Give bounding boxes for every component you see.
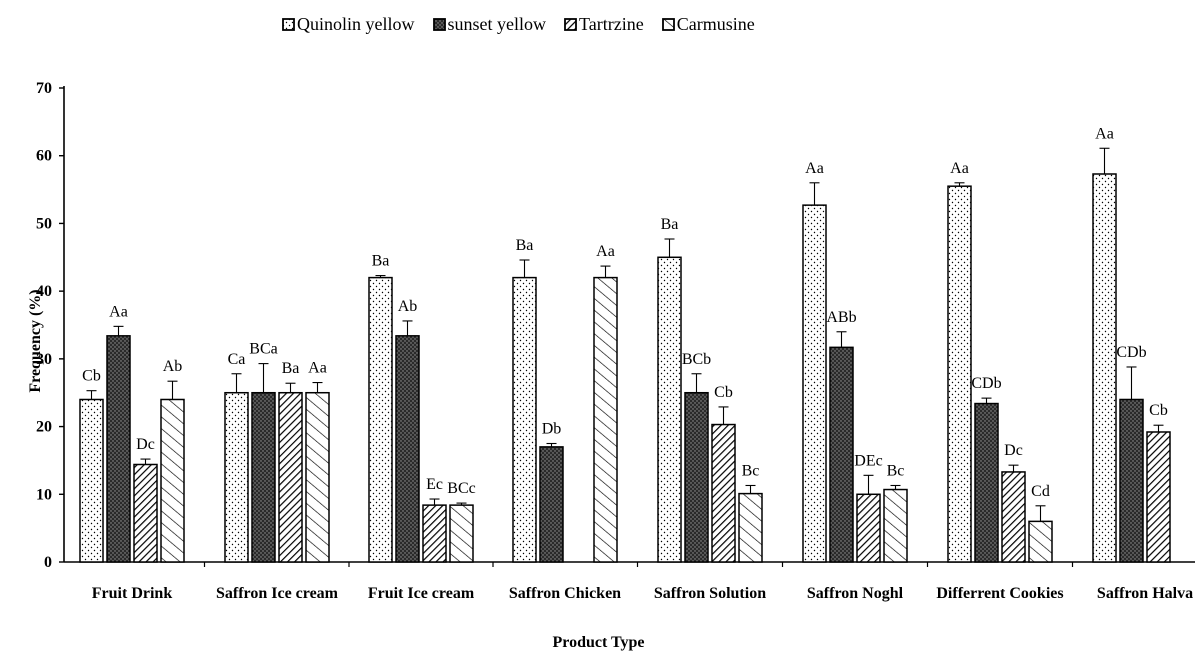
bar-cross-diagonal	[883, 488, 908, 563]
bar-dark-crosshatch	[251, 391, 276, 563]
bar-dark-crosshatch	[684, 391, 709, 563]
significance-label: BCc	[447, 480, 475, 497]
significance-label: Dc	[136, 436, 155, 453]
legend-item: Tartrzine	[564, 14, 644, 35]
bar-dark-crosshatch	[829, 346, 854, 563]
significance-label: Aa	[805, 160, 824, 177]
bar-dots	[947, 185, 972, 563]
legend-label: Carmusine	[676, 14, 755, 34]
significance-label: Aa	[109, 303, 128, 320]
bar-cross-diagonal	[738, 492, 763, 563]
bar-diagonal-hatch	[278, 391, 303, 563]
significance-label: Ca	[228, 351, 246, 368]
annotations-group: Cb Ca Ba Ba Ba Aa Aa Aa Aa BCa Ab Db BCb ABb CDb CDb Dc B…	[82, 125, 1168, 500]
significance-label: Aa	[1095, 125, 1114, 142]
legend-label: sunset yellow	[447, 14, 547, 34]
y-tick-label: 50	[36, 215, 52, 232]
bar-diagonal-hatch	[422, 504, 447, 563]
significance-label: Dc	[1004, 442, 1023, 459]
significance-label: Aa	[596, 243, 615, 260]
significance-label: Db	[542, 421, 562, 438]
bar-cross-diagonal	[305, 391, 330, 563]
y-tick-label: 60	[36, 148, 52, 165]
legend-item: Carmusine	[661, 14, 755, 35]
x-tick-label: Fruit Ice cream	[368, 585, 475, 602]
bars-group	[79, 147, 1171, 563]
bar-diagonal-hatch	[711, 423, 736, 563]
legend-swatch	[661, 18, 675, 31]
significance-label: BCa	[249, 341, 277, 358]
bar-dark-crosshatch	[1119, 398, 1144, 563]
bar-diagonal-hatch	[856, 493, 881, 563]
y-tick-label: 20	[36, 419, 52, 436]
significance-label: CDb	[1116, 344, 1146, 361]
y-tick-label: 70	[36, 80, 52, 97]
significance-label: Aa	[308, 360, 327, 377]
bar-cross-diagonal	[160, 398, 185, 563]
bar-cross-diagonal	[1028, 520, 1053, 563]
significance-label: ABb	[826, 309, 856, 326]
significance-label: Ba	[282, 360, 300, 377]
legend-label: Tartrzine	[579, 14, 644, 34]
x-tick-label: Saffron Noghl	[807, 585, 904, 602]
x-tick-label: Saffron Chicken	[509, 585, 621, 602]
x-tick-label: Saffron Solution	[654, 585, 766, 602]
x-tick-label: Fruit Drink	[92, 585, 173, 602]
significance-label: Bc	[887, 462, 905, 479]
significance-label: Ba	[516, 237, 534, 254]
significance-label: Cb	[1149, 402, 1168, 419]
significance-label: Aa	[950, 160, 969, 177]
bar-dots	[802, 204, 827, 563]
bar-diagonal-hatch	[133, 463, 158, 563]
y-tick-label: 40	[36, 283, 52, 300]
significance-label: Ba	[661, 216, 679, 233]
significance-label: Cb	[82, 368, 101, 385]
significance-label: BCb	[682, 351, 711, 368]
bar-dots	[79, 398, 104, 563]
significance-label: CDb	[971, 375, 1001, 392]
significance-label: Ec	[426, 476, 443, 493]
bar-dots	[657, 256, 682, 563]
y-tick-label: 30	[36, 351, 52, 368]
significance-label: Ba	[372, 253, 390, 270]
significance-label: Ab	[163, 358, 183, 375]
y-tick-label: 10	[36, 486, 52, 503]
legend-swatch	[432, 18, 446, 31]
significance-label: Ab	[398, 298, 418, 315]
legend-item: sunset yellow	[432, 14, 547, 35]
legend-swatch	[282, 18, 295, 31]
x-tick-label: Differrent Cookies	[936, 585, 1063, 602]
legend-swatch	[564, 18, 577, 31]
bar-dark-crosshatch	[539, 446, 564, 563]
bar-dark-crosshatch	[106, 335, 131, 563]
bar-dots	[368, 276, 393, 563]
bar-cross-diagonal	[593, 276, 618, 563]
x-axis-title: Product Type	[552, 634, 645, 651]
legend-item: Quinolin yellow	[282, 14, 415, 35]
x-tick-label: Saffron Halva	[1097, 585, 1193, 602]
bar-dots	[1092, 173, 1117, 563]
bar-diagonal-hatch	[1001, 471, 1026, 563]
y-tick-label: 0	[44, 554, 52, 571]
significance-label: Cd	[1031, 483, 1050, 500]
significance-label: Bc	[742, 462, 760, 479]
bar-dark-crosshatch	[974, 402, 999, 563]
bar-dots	[512, 276, 537, 563]
bar-dots	[224, 391, 249, 563]
y-axis-title: Frequency (%)	[27, 289, 44, 393]
bar-dark-crosshatch	[395, 335, 420, 563]
bar-cross-diagonal	[449, 504, 474, 563]
bar-diagonal-hatch	[1146, 431, 1171, 563]
significance-label: DEc	[854, 452, 882, 469]
legend-label: Quinolin yellow	[297, 14, 415, 34]
x-tick-label: Saffron Ice cream	[216, 585, 339, 602]
legend: Quinolin yellow sunset yellow Tartrzine Car…	[282, 14, 755, 35]
significance-label: Cb	[714, 384, 733, 401]
axes: 0 10 20 30 40 50 60 70 Fruit Drink Saffron Ice cr…	[36, 80, 1195, 602]
